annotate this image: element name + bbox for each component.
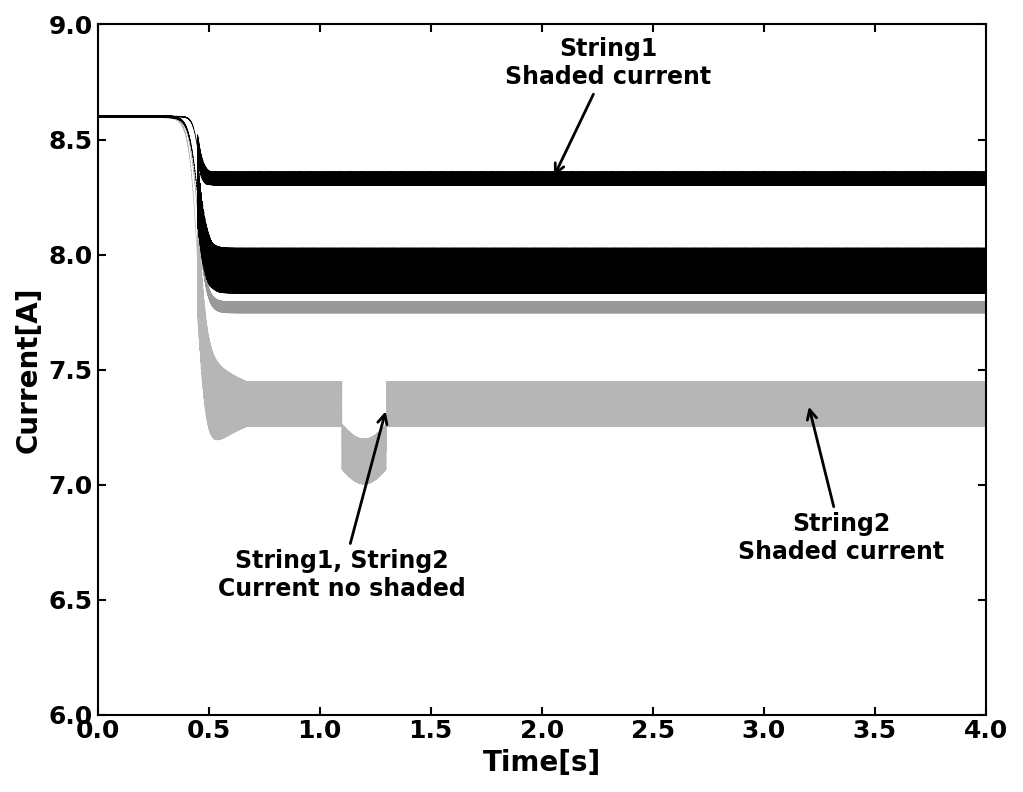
Y-axis label: Current[A]: Current[A] [15,286,43,453]
X-axis label: Time[s]: Time[s] [483,749,601,777]
Text: String1
Shaded current: String1 Shaded current [505,37,711,173]
Text: String2
Shaded current: String2 Shaded current [739,409,944,564]
Text: String1, String2
Current no shaded: String1, String2 Current no shaded [218,414,465,601]
